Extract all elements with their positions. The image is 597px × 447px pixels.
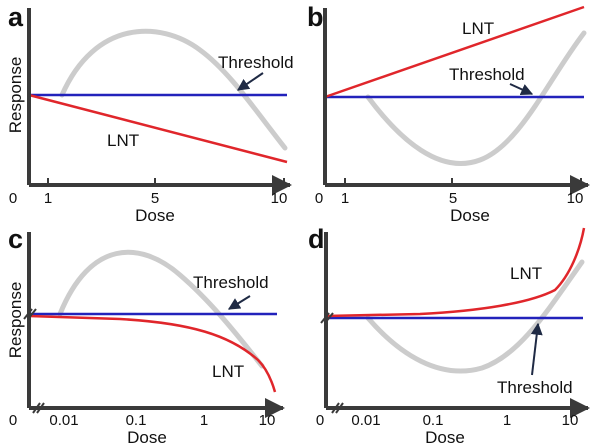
panel-c-y-break-1 xyxy=(23,308,33,320)
panel-d-xtick-0: 0 xyxy=(316,412,324,429)
panel-a-hormesis-curve xyxy=(59,28,288,151)
panel-b-label: b xyxy=(307,2,324,32)
panel-a-xtick-10: 10 xyxy=(271,190,288,207)
panel-d-lnt-label: LNT xyxy=(510,264,542,283)
panel-a-lnt-label: LNT xyxy=(107,131,139,150)
panel-d-x-break-1 xyxy=(331,402,340,414)
panel-d-xtick-1: 1 xyxy=(503,412,511,429)
panel-b-xtick-5: 5 xyxy=(449,190,457,207)
panel-c-label: c xyxy=(8,224,23,254)
panel-c-xtick-001: 0.01 xyxy=(49,412,78,429)
panel-b-xtick-1: 1 xyxy=(341,190,349,207)
panel-a-ylabel: Response xyxy=(6,57,25,134)
panel-b-lnt-label: LNT xyxy=(462,19,494,38)
panel-d-lnt-curve xyxy=(325,227,586,318)
panel-b-xlabel: Dose xyxy=(450,206,490,225)
panel-a: a Response 0 1 5 10 Dose LNT Threshold xyxy=(6,2,294,225)
panel-c: c Response 0 0.01 0.1 1 10 Dose LNT Thre… xyxy=(6,224,285,447)
panel-c-xtick-1: 1 xyxy=(200,412,208,429)
panel-a-xlabel: Dose xyxy=(135,206,175,225)
panel-a-threshold-label: Threshold xyxy=(218,53,294,72)
panel-c-ylabel: Response xyxy=(6,282,25,359)
panel-a-threshold-arrow xyxy=(237,72,264,91)
panel-b-lnt-line xyxy=(324,5,585,99)
panel-b: b 0 1 5 10 Dose LNT Threshold xyxy=(307,2,590,225)
panel-d-xlabel: Dose xyxy=(425,428,465,447)
panel-c-hormesis-curve xyxy=(57,249,265,369)
panel-b-threshold-label: Threshold xyxy=(449,65,525,84)
panel-c-lnt-label: LNT xyxy=(212,362,244,381)
panel-d-y-break-1 xyxy=(320,312,330,324)
panel-b-xtick-10: 10 xyxy=(567,190,584,207)
panel-a-xtick-5: 5 xyxy=(151,190,159,207)
panel-d-threshold-label: Threshold xyxy=(497,378,573,397)
panel-a-lnt-line xyxy=(28,93,288,164)
panel-c-y-break-2 xyxy=(27,308,37,320)
panel-d-xtick-10: 10 xyxy=(562,412,579,429)
panel-d-threshold-arrow xyxy=(530,322,543,376)
panel-c-x-break-2 xyxy=(36,402,45,414)
panel-c-xtick-0: 0 xyxy=(9,412,17,429)
panel-b-xtick-0: 0 xyxy=(315,190,323,207)
panel-d-label: d xyxy=(308,224,325,254)
panel-d-xtick-01: 0.1 xyxy=(423,412,444,429)
panel-d-xtick-001: 0.01 xyxy=(351,412,380,429)
panel-c-x-break-1 xyxy=(32,402,41,414)
panel-b-hormesis-curve xyxy=(365,30,587,167)
panel-c-xtick-10: 10 xyxy=(259,412,276,429)
panel-d-y-break-2 xyxy=(324,312,334,324)
panel-d: d 0 0.01 0.1 1 10 Dose LNT Threshold xyxy=(308,224,590,447)
panel-c-threshold-arrow xyxy=(227,295,251,310)
panel-a-xtick-0: 0 xyxy=(9,190,17,207)
panel-c-lnt-curve xyxy=(28,314,277,393)
panel-a-label: a xyxy=(8,2,24,32)
panel-c-threshold-label: Threshold xyxy=(193,273,269,292)
panel-a-xtick-1: 1 xyxy=(44,190,52,207)
panel-d-hormesis-curve xyxy=(365,259,585,374)
panel-d-x-break-2 xyxy=(335,402,344,414)
panel-c-xtick-01: 0.1 xyxy=(126,412,147,429)
panel-c-xlabel: Dose xyxy=(127,428,167,447)
panel-b-threshold-arrow xyxy=(509,83,534,95)
